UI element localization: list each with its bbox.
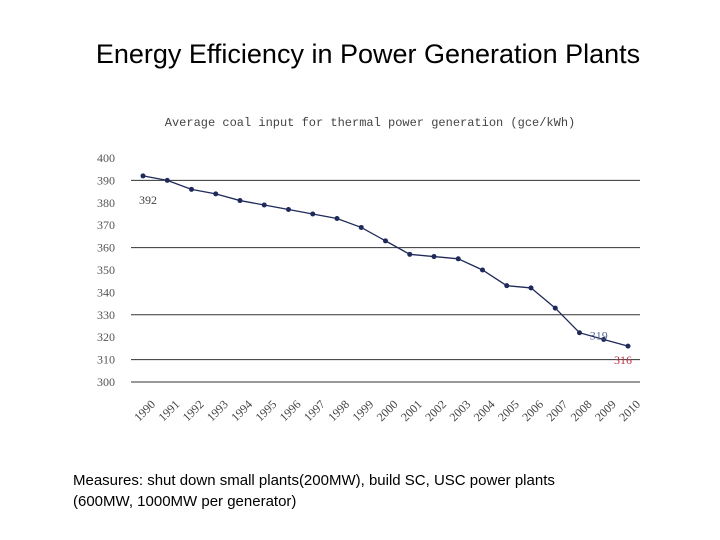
- x-tick-label: 2001: [398, 397, 425, 424]
- y-tick-label: 310: [97, 353, 115, 367]
- y-tick-label: 330: [97, 308, 115, 322]
- y-tick-label: 350: [97, 263, 115, 277]
- point: [504, 283, 510, 289]
- point: [407, 251, 413, 257]
- footnote: Measures: shut down small plants(200MW),…: [73, 472, 555, 489]
- point: [577, 330, 582, 336]
- x-tick-label: 2002: [422, 397, 449, 424]
- slide-title: Energy Efficiency in Power Generation Pl…: [96, 39, 640, 69]
- x-tick-label: 1997: [301, 397, 328, 424]
- data-label: 316: [614, 353, 632, 367]
- x-tick-label: 2009: [592, 397, 619, 424]
- x-tick-label: 2004: [471, 397, 498, 424]
- x-tick-label: 1991: [155, 397, 182, 424]
- y-tick-label: 320: [97, 330, 115, 344]
- point: [140, 173, 146, 179]
- x-tick-label: 1994: [228, 397, 255, 424]
- y-tick-label: 390: [97, 173, 115, 187]
- point: [431, 254, 437, 260]
- point: [383, 238, 388, 244]
- x-tick-label: 1990: [131, 397, 158, 424]
- x-tick-label: 1999: [349, 397, 376, 424]
- y-tick-label: 400: [97, 151, 115, 165]
- point: [261, 202, 267, 208]
- x-tick-label: 2003: [446, 397, 473, 424]
- x-tick-label: 1995: [252, 397, 279, 424]
- point: [310, 211, 316, 217]
- x-tick-label: 2010: [616, 397, 643, 424]
- point: [528, 285, 534, 291]
- x-tick-label: 2008: [568, 397, 595, 424]
- point: [334, 215, 340, 221]
- x-tick-label: 1996: [277, 397, 304, 424]
- x-tick-label: 2005: [495, 397, 522, 424]
- point: [164, 177, 170, 183]
- x-tick-label: 1993: [204, 397, 231, 424]
- point: [480, 267, 485, 273]
- footnote: (600MW, 1000MW per generator): [73, 493, 296, 510]
- data-label: 392: [139, 193, 157, 207]
- x-tick-label: 1992: [180, 397, 207, 424]
- y-tick-label: 370: [97, 218, 115, 232]
- point: [455, 256, 461, 262]
- point: [552, 305, 558, 311]
- point: [189, 186, 194, 192]
- y-tick-label: 300: [97, 375, 115, 389]
- chart-title: Average coal input for thermal power gen…: [165, 116, 575, 130]
- y-tick-label: 360: [97, 241, 115, 255]
- point: [625, 343, 631, 349]
- x-tick-label: 2007: [543, 397, 570, 424]
- point: [213, 191, 219, 197]
- point: [237, 198, 243, 204]
- point: [601, 336, 607, 342]
- line: [142, 175, 629, 347]
- x-tick-label: 1998: [325, 397, 352, 424]
- y-tick-label: 380: [97, 196, 115, 210]
- x-tick-label: 2000: [374, 397, 401, 424]
- point: [358, 224, 364, 230]
- data-label: 319: [590, 328, 608, 342]
- y-tick-label: 340: [97, 285, 115, 299]
- x-tick-label: 2006: [519, 397, 546, 424]
- point: [286, 207, 291, 213]
